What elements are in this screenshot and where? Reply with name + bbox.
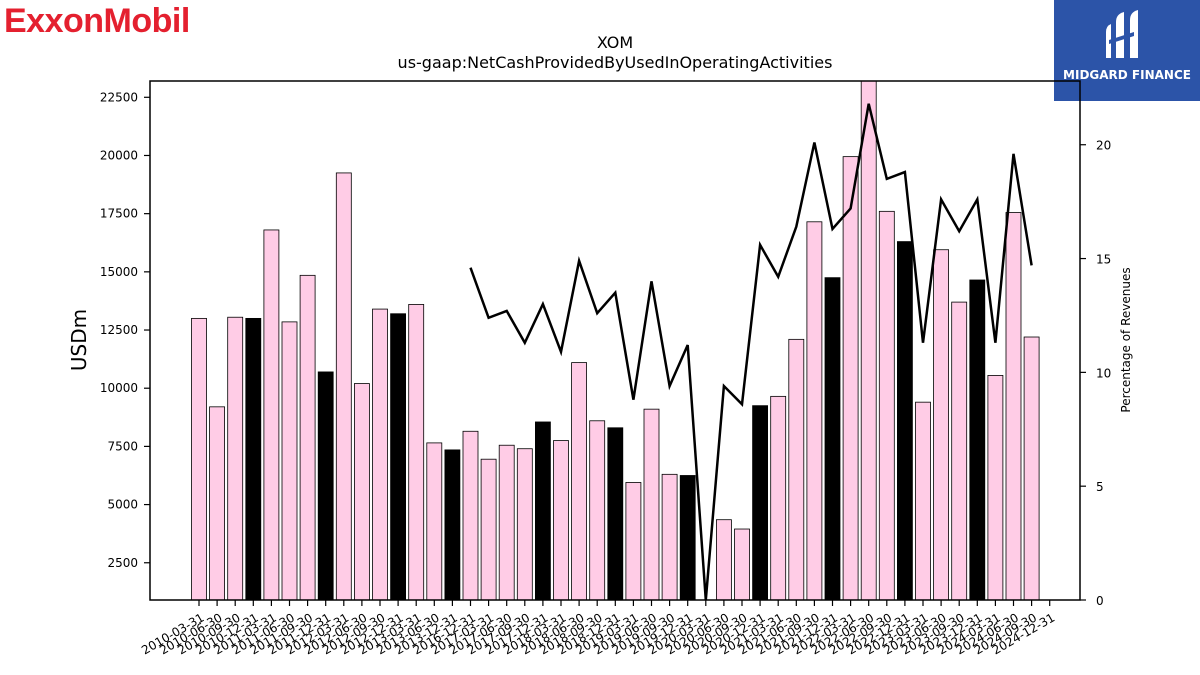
bar-2022-09-30 (878, 210, 895, 601)
y-tick-label: 22500 (100, 90, 138, 104)
y-tick-label: 20000 (100, 148, 138, 162)
bar-2021-09-30 (806, 221, 823, 601)
y-axis-label: USDm (67, 309, 91, 371)
midgard-finance-logo: MIDGARD FINANCE (1054, 0, 1200, 101)
bar-2018-03-31 (553, 440, 569, 601)
y2-tick-label: 20 (1096, 139, 1111, 153)
bar-2017-03-31 (480, 458, 497, 601)
bar-2023-12-31 (969, 279, 986, 601)
bar-2010-03-31 (191, 317, 207, 601)
bar-2011-09-30 (299, 274, 316, 601)
bar-2012-03-31 (335, 172, 352, 601)
bar-2020-12-31 (752, 405, 768, 601)
bar-series (191, 80, 1040, 601)
y-tick-label: 17500 (100, 207, 138, 221)
bar-2011-12-31 (317, 371, 334, 601)
y-axis-left: 2500 5000 7500 10000 12500 15000 17500 20000 225… (100, 90, 150, 570)
bar-2010-12-31 (245, 317, 262, 601)
y-tick-label: 2500 (107, 556, 138, 570)
bar-2020-09-30 (734, 528, 750, 601)
y-tick-label: 7500 (107, 439, 138, 453)
bar-2018-06-30 (571, 362, 587, 601)
bar-2024-03-31 (987, 375, 1004, 601)
bar-2018-12-31 (607, 427, 624, 601)
y2-tick-label: 15 (1096, 253, 1111, 267)
bar-2024-09-30 (1023, 336, 1040, 601)
bar-2019-06-30 (643, 408, 660, 601)
bar-2017-06-30 (498, 444, 515, 601)
bar-2022-03-31 (842, 156, 859, 601)
bar-2021-12-31 (824, 277, 841, 601)
percentage-line-series (469, 103, 1033, 601)
y2-tick-label: 10 (1096, 366, 1111, 380)
y-tick-label: 12500 (100, 323, 138, 337)
percentage-line (469, 103, 1033, 601)
y-tick-label: 5000 (107, 498, 138, 512)
bar-2010-06-30 (209, 406, 226, 601)
bar-2010-09-30 (227, 316, 244, 601)
bar-2017-12-31 (535, 421, 551, 601)
y2-tick-label: 0 (1096, 594, 1104, 608)
bar-2019-09-30 (661, 473, 678, 601)
bar-2013-03-31 (408, 304, 425, 601)
chart-subtitle: us-gaap:NetCashProvidedByUsedInOperating… (398, 53, 833, 72)
bar-2022-06-30 (860, 80, 877, 601)
y2-tick-label: 5 (1096, 480, 1104, 494)
y-tick-label: 10000 (100, 381, 138, 395)
midgard-finance-wordmark: MIDGARD FINANCE (1063, 68, 1191, 82)
bar-2024-06-30 (1005, 212, 1022, 601)
bar-2023-03-31 (915, 401, 931, 601)
x-axis: 2010-03-312010-06-302010-09-302010-12-31… (139, 600, 1057, 657)
bar-2017-09-30 (516, 448, 533, 601)
y-tick-label: 15000 (100, 265, 138, 279)
chart-title: XOM (597, 33, 633, 52)
bar-2013-06-30 (426, 442, 443, 601)
bar-2020-06-30 (716, 519, 732, 601)
bar-2023-06-30 (933, 249, 949, 601)
bar-2011-06-30 (281, 321, 298, 601)
midgard-emblem-icon (1106, 10, 1138, 58)
bar-2023-09-30 (951, 301, 968, 601)
bar-2012-12-31 (390, 313, 407, 601)
bar-2012-06-30 (353, 383, 370, 601)
bar-2012-09-30 (372, 308, 388, 601)
bar-2019-12-31 (679, 475, 696, 601)
bar-2011-03-31 (263, 229, 280, 601)
bar-2018-09-30 (589, 420, 606, 601)
bar-2021-03-31 (770, 395, 787, 601)
bar-2013-12-31 (444, 449, 461, 601)
bar-2021-06-30 (788, 338, 805, 601)
bar-2016-12-31 (462, 430, 479, 601)
exxonmobil-logo: ExxonMobil (4, 2, 190, 40)
y-axis-right: 0 5 10 15 20 (1080, 139, 1111, 608)
bar-2022-12-31 (897, 241, 913, 601)
bar-2019-03-31 (625, 482, 642, 601)
y2-axis-label: Percentage of Revenues (1119, 267, 1133, 412)
